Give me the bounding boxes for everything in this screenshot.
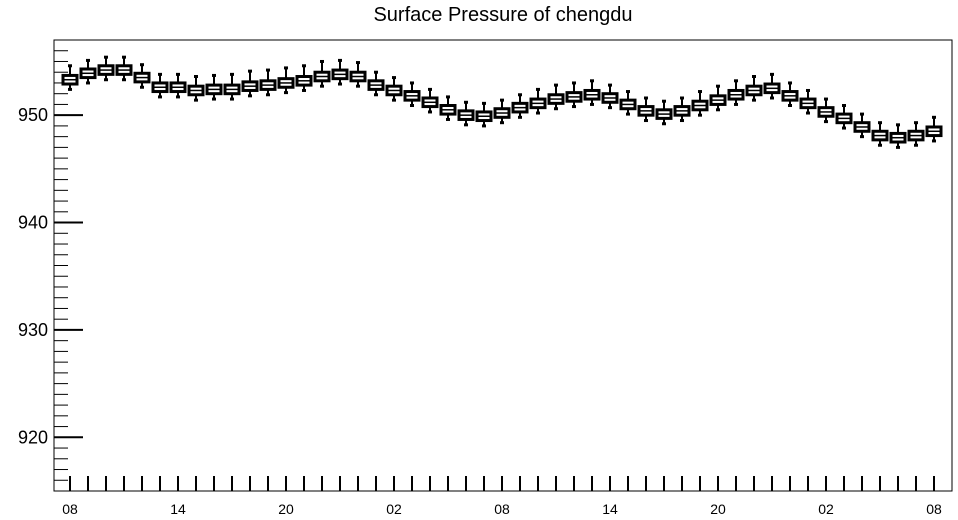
box bbox=[475, 101, 493, 128]
x-tick-label: 08 bbox=[62, 501, 78, 517]
box bbox=[385, 76, 403, 102]
box bbox=[853, 112, 871, 139]
box bbox=[835, 104, 853, 130]
box bbox=[799, 88, 817, 115]
box bbox=[349, 61, 367, 88]
box bbox=[529, 87, 547, 115]
box bbox=[565, 81, 583, 109]
box bbox=[457, 100, 475, 127]
chart-title: Surface Pressure of chengdu bbox=[373, 4, 633, 26]
box bbox=[583, 79, 601, 106]
box bbox=[511, 93, 529, 119]
x-tick-label: 14 bbox=[602, 501, 618, 517]
box bbox=[61, 64, 79, 91]
box bbox=[277, 66, 295, 95]
box bbox=[781, 81, 799, 108]
box bbox=[403, 81, 421, 108]
box bbox=[637, 96, 655, 123]
box bbox=[493, 98, 511, 125]
box bbox=[817, 97, 835, 124]
box bbox=[907, 121, 925, 147]
box bbox=[151, 72, 169, 99]
y-tick-label: 920 bbox=[18, 427, 48, 447]
box bbox=[655, 99, 673, 126]
box bbox=[259, 68, 277, 97]
box bbox=[871, 121, 889, 147]
y-tick-label: 940 bbox=[18, 213, 48, 233]
box bbox=[223, 72, 241, 101]
box bbox=[547, 83, 565, 111]
box bbox=[205, 73, 223, 101]
box bbox=[421, 87, 439, 114]
box bbox=[889, 123, 907, 149]
box bbox=[709, 84, 727, 112]
box bbox=[601, 83, 619, 110]
box bbox=[169, 72, 187, 99]
box bbox=[133, 63, 151, 89]
box bbox=[313, 59, 331, 88]
box bbox=[331, 58, 349, 86]
x-tick-label: 08 bbox=[494, 501, 510, 517]
box-series bbox=[61, 55, 943, 149]
box bbox=[763, 72, 781, 100]
box bbox=[745, 75, 763, 102]
x-tick-label: 02 bbox=[818, 501, 834, 517]
y-tick-label: 950 bbox=[18, 105, 48, 125]
box bbox=[619, 90, 637, 116]
box bbox=[79, 58, 97, 85]
box bbox=[439, 95, 457, 121]
x-axis: 08 14 20 02 08 14 20 02 08 bbox=[62, 476, 942, 517]
x-tick-label: 02 bbox=[386, 501, 402, 517]
box bbox=[115, 55, 133, 82]
box bbox=[691, 90, 709, 117]
y-tick-label: 930 bbox=[18, 320, 48, 340]
box bbox=[727, 79, 745, 106]
box bbox=[187, 75, 205, 102]
x-tick-label: 08 bbox=[926, 501, 942, 517]
x-tick-label: 20 bbox=[710, 501, 726, 517]
x-tick-label: 14 bbox=[170, 501, 186, 517]
box bbox=[925, 115, 943, 143]
box bbox=[295, 64, 313, 92]
box bbox=[97, 55, 115, 82]
box bbox=[367, 70, 385, 97]
box bbox=[673, 96, 691, 123]
x-tick-label: 20 bbox=[278, 501, 294, 517]
y-axis: 920 930 940 950 bbox=[18, 50, 83, 481]
box bbox=[241, 69, 259, 98]
